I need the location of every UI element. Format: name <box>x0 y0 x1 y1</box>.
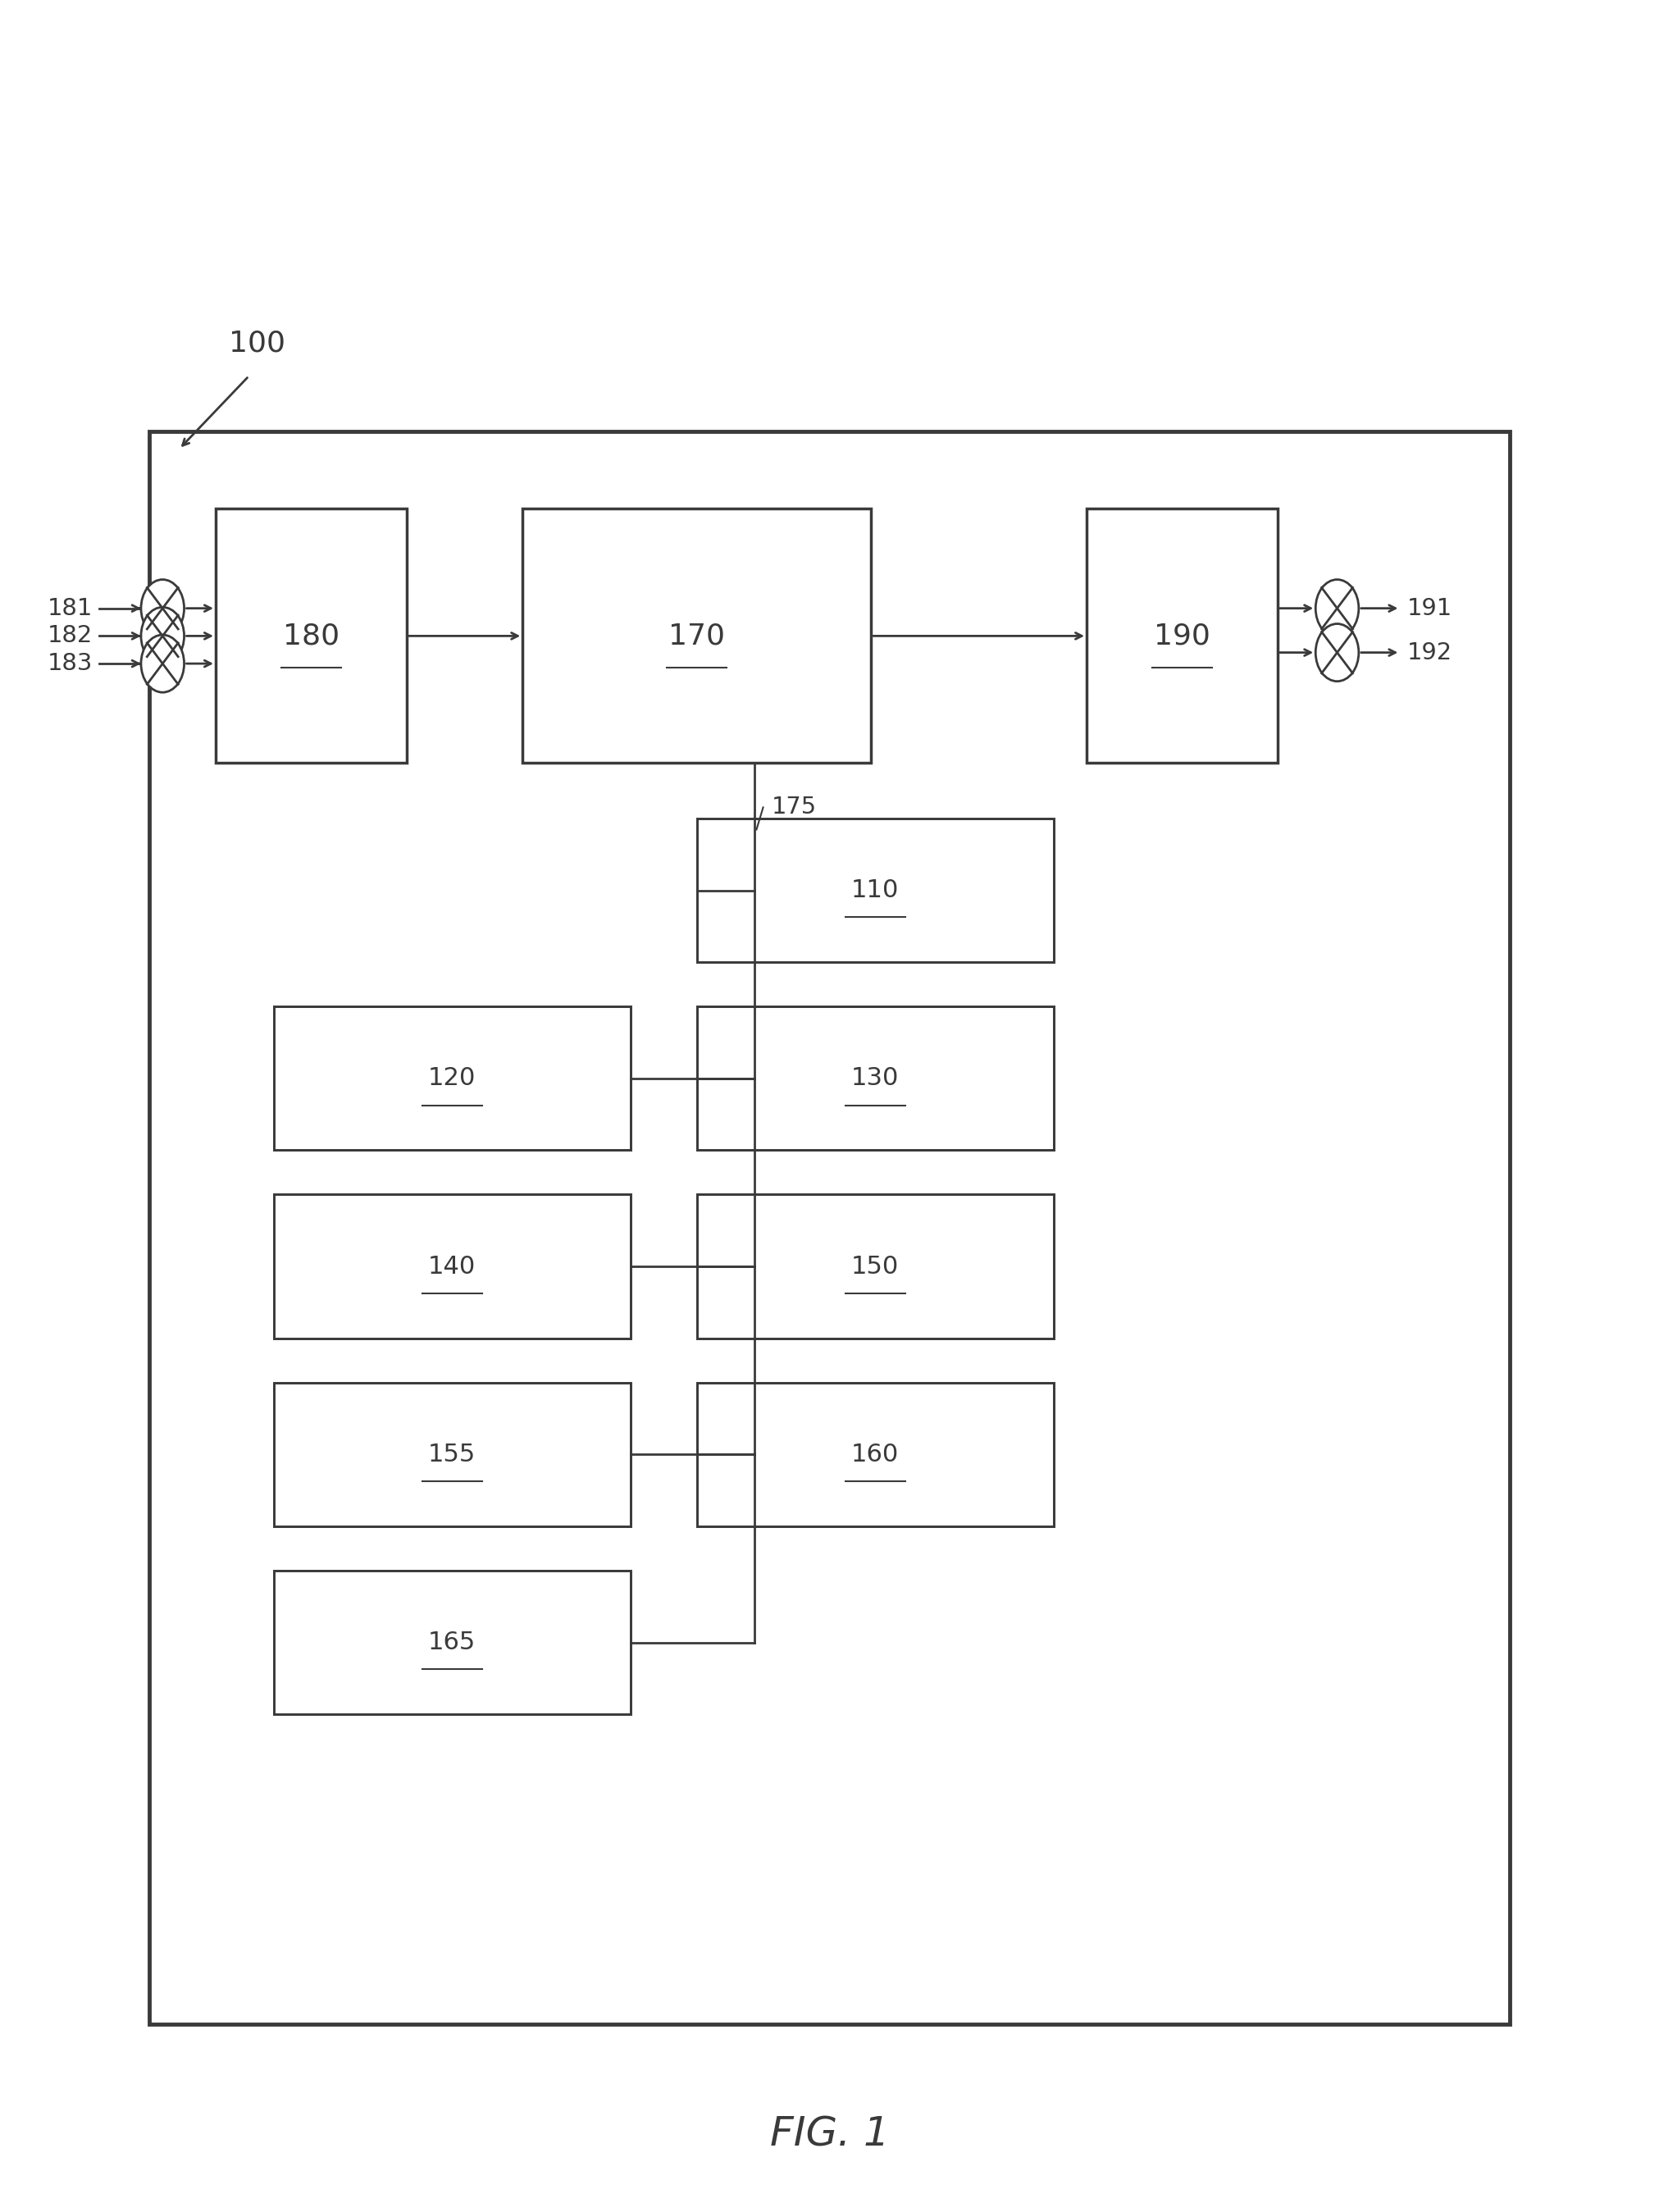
Text: 150: 150 <box>851 1254 899 1279</box>
Text: 100: 100 <box>229 330 285 356</box>
Text: 180: 180 <box>282 622 340 650</box>
Circle shape <box>141 580 184 637</box>
Text: 120: 120 <box>428 1066 476 1091</box>
Text: 182: 182 <box>48 624 93 648</box>
Text: 183: 183 <box>48 653 93 675</box>
Bar <box>1087 509 1277 763</box>
Circle shape <box>1316 580 1359 637</box>
Bar <box>149 431 1510 2024</box>
Bar <box>274 1194 630 1338</box>
Text: 140: 140 <box>428 1254 476 1279</box>
Text: 175: 175 <box>771 796 816 818</box>
Text: 170: 170 <box>669 622 725 650</box>
Bar <box>274 1006 630 1150</box>
Text: 191: 191 <box>1407 597 1452 619</box>
Bar <box>697 1006 1053 1150</box>
Bar <box>274 1382 630 1526</box>
Text: 155: 155 <box>428 1442 476 1467</box>
Text: FIG. 1: FIG. 1 <box>770 2115 889 2154</box>
Bar <box>216 509 406 763</box>
Bar <box>697 1194 1053 1338</box>
Text: 165: 165 <box>428 1630 476 1655</box>
Text: 192: 192 <box>1407 641 1452 664</box>
Circle shape <box>141 635 184 692</box>
Bar <box>523 509 871 763</box>
Circle shape <box>1316 624 1359 681</box>
Text: 181: 181 <box>48 597 93 619</box>
Text: 160: 160 <box>851 1442 899 1467</box>
Text: 110: 110 <box>851 878 899 902</box>
Circle shape <box>141 608 184 664</box>
Bar <box>274 1571 630 1714</box>
Bar <box>697 818 1053 962</box>
Bar <box>697 1382 1053 1526</box>
Text: 130: 130 <box>851 1066 899 1091</box>
Text: 190: 190 <box>1153 622 1211 650</box>
